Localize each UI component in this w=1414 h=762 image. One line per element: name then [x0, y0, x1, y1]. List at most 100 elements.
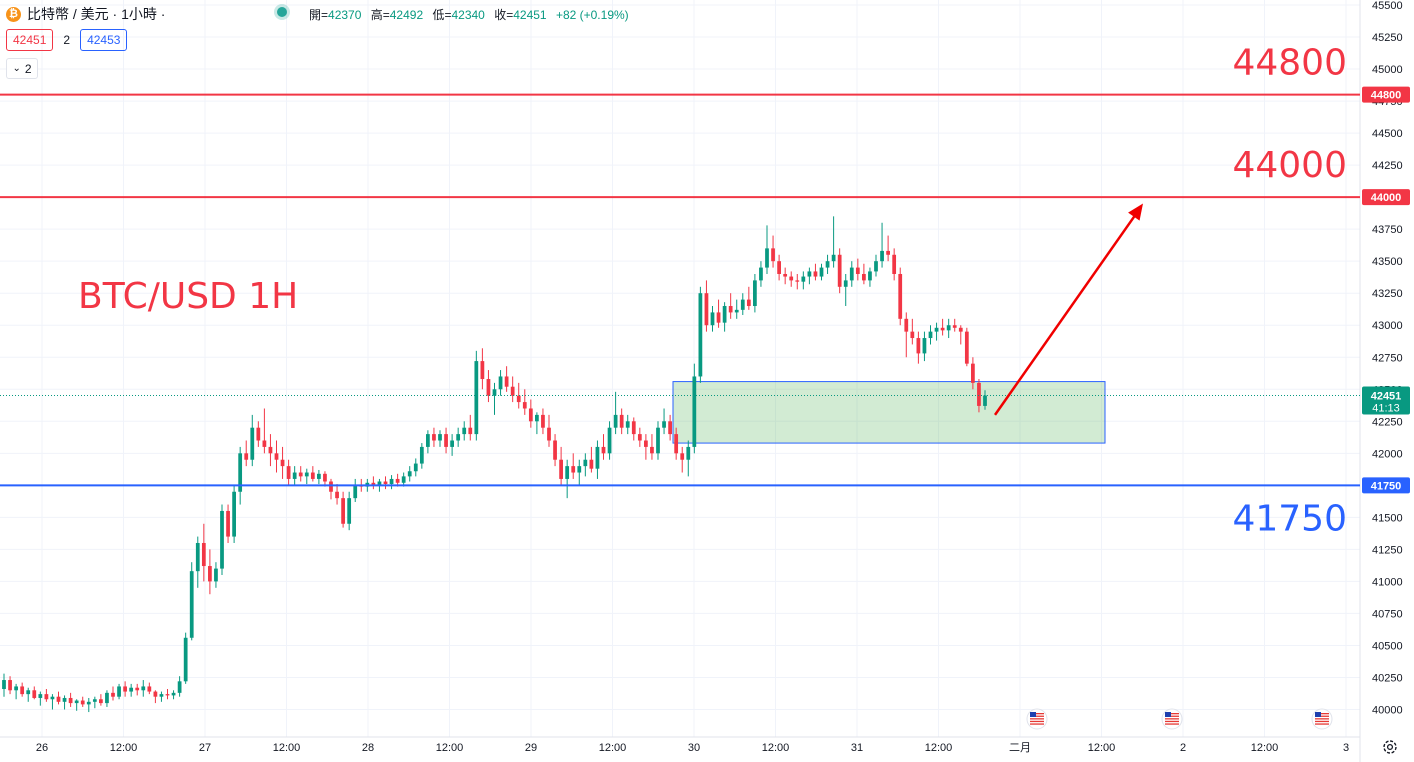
candle-body [886, 250, 890, 255]
ohlc-legend: 開=42370 高=42492 低=42340 收=42451 +82 (+0.… [309, 6, 629, 23]
candle-body [165, 694, 170, 696]
candle-body [753, 280, 757, 307]
candle-body [958, 327, 963, 332]
ohlc-high-value: 42492 [389, 8, 424, 22]
y-tick-label: 43000 [1372, 320, 1403, 332]
candle-body [801, 276, 806, 282]
candle-body [329, 481, 333, 492]
candle-body [644, 440, 648, 447]
us-flag-icon[interactable] [1161, 708, 1183, 730]
candle-body [516, 395, 521, 403]
candle-body [504, 376, 509, 387]
candle-body [38, 694, 43, 698]
candle-body [353, 485, 358, 499]
us-flag-icon[interactable] [1026, 708, 1048, 730]
candle-body [964, 331, 969, 364]
level-big-label: 44800 [1232, 43, 1347, 84]
flag-stripe [1165, 720, 1179, 723]
indicators-toggle[interactable]: ⌄ 2 [6, 58, 38, 79]
candle-body [874, 261, 878, 272]
candle-body [862, 273, 866, 281]
candle-body [383, 481, 388, 485]
candle-body [189, 571, 194, 638]
candle-body [777, 261, 781, 274]
flag-stripe [1315, 713, 1329, 715]
candle-body [44, 694, 49, 700]
candle-body [740, 299, 745, 310]
ohlc-change-value: +82 (+0.19%) [555, 8, 629, 22]
target-arrow [993, 211, 1139, 416]
ohlc-high-key: 高= [370, 8, 390, 22]
candle-body [444, 434, 448, 447]
candle-body [2, 680, 6, 690]
candle-body [625, 421, 630, 428]
gear-icon[interactable] [1380, 737, 1400, 757]
ohlc-open-value: 42370 [328, 8, 362, 22]
candle-body [734, 309, 739, 313]
level-axis-tag [1362, 477, 1410, 494]
candle-body [783, 273, 788, 277]
candle-body [480, 361, 485, 380]
candle-body [492, 389, 497, 396]
candle-body [983, 395, 987, 406]
ohlc-close-key: 收= [494, 8, 514, 22]
candle-body [855, 267, 860, 274]
x-tick-label: 12:00 [599, 742, 627, 754]
y-tick-label: 45250 [1372, 32, 1403, 44]
candle-body [129, 687, 134, 692]
chevron-down-icon: ⌄ [12, 63, 21, 74]
ohlc-low-value: 42340 [451, 8, 485, 22]
us-flag-icon[interactable] [1311, 708, 1333, 730]
candle-body [807, 271, 812, 277]
candle-body [256, 427, 261, 441]
candle-body [280, 459, 285, 467]
candle-body [250, 427, 255, 460]
sell-price-button[interactable]: 42451 [6, 29, 54, 51]
candle-body [583, 459, 588, 467]
candle-body [468, 427, 473, 435]
candle-body [14, 686, 18, 691]
flag-stripe [1030, 723, 1044, 725]
candle-body [928, 331, 933, 339]
y-tick-label: 43500 [1372, 256, 1403, 268]
level-axis-label: 44000 [1371, 192, 1402, 204]
candle-body [450, 440, 454, 447]
candle-body [232, 491, 236, 537]
candle-body [147, 686, 152, 692]
candle-body [589, 459, 594, 469]
symbol-header[interactable]: ₿ 比特幣 / 美元 · 1小時 · [6, 4, 165, 24]
candle-body [268, 446, 273, 454]
y-tick-label: 40500 [1372, 640, 1403, 652]
candle-body [80, 700, 85, 705]
candle-body [208, 566, 212, 582]
candle-body [135, 687, 140, 691]
candle-body [62, 697, 67, 702]
candle-body [438, 434, 442, 441]
candle-body [377, 481, 382, 486]
x-tick-label: 12:00 [762, 742, 790, 754]
spread-value: 2 [63, 33, 71, 47]
candle-body [813, 271, 818, 277]
y-tick-label: 45500 [1372, 0, 1403, 12]
candle-body [413, 463, 418, 472]
y-tick-label: 43250 [1372, 288, 1403, 300]
candle-body [849, 267, 854, 281]
x-tick-label: 12:00 [1251, 742, 1279, 754]
candle-body [722, 306, 727, 323]
candle-body [8, 680, 12, 691]
candle-body [868, 271, 872, 281]
candle-body [159, 694, 164, 697]
buy-price-button[interactable]: 42453 [80, 29, 128, 51]
candle-body [843, 280, 848, 287]
flag-stripe [1165, 718, 1179, 720]
y-tick-label: 41000 [1372, 576, 1403, 588]
candle-body [214, 568, 218, 582]
candle-body [789, 276, 794, 281]
candle-body [522, 402, 527, 409]
flag-stripe [1165, 715, 1179, 717]
y-tick-label: 45000 [1372, 64, 1403, 76]
chart-title: BTC/USD 1H [78, 276, 298, 317]
x-tick-label: 27 [199, 742, 211, 754]
x-tick-label: 31 [851, 742, 863, 754]
